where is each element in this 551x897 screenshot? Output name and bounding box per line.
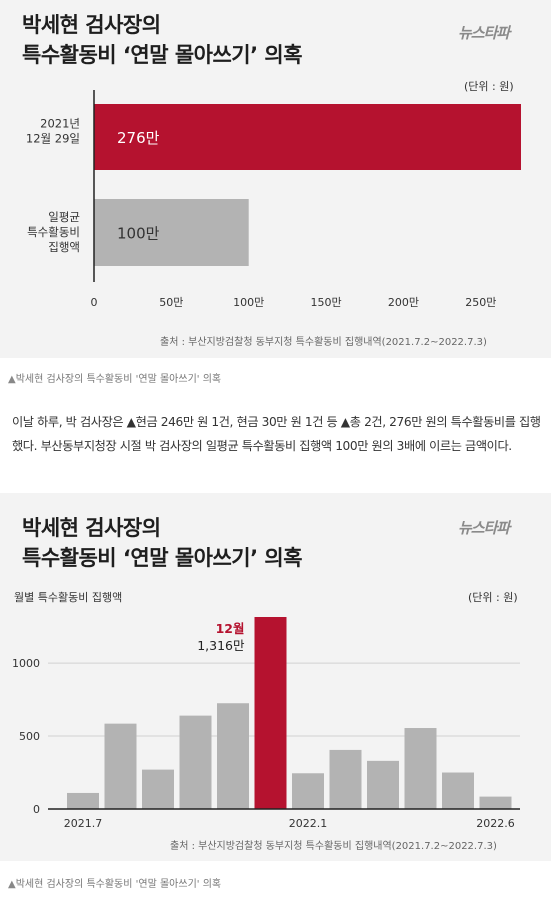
y-tick-label: 500	[19, 730, 40, 743]
chart2-caption: ▲박세현 검사장의 특수활동비 '연말 몰아쓰기' 의혹	[8, 875, 221, 890]
chart-panel-monthly: 박세현 검사장의 특수활동비 ‘연말 몰아쓰기’ 의혹 뉴스타파 월별 특수활동…	[0, 493, 551, 861]
bar-data-label: 276만	[117, 129, 160, 147]
x-tick-label: 2022.1	[289, 817, 328, 830]
chart2-source: 출처 : 부산지방검찰청 동부지청 특수활동비 집행내역(2021.7.2~20…	[170, 841, 497, 852]
x-tick-label: 2022.6	[476, 817, 515, 830]
bar	[479, 796, 512, 809]
x-tick-label: 200만	[388, 296, 419, 309]
chart1-title-line2: 특수활동비 ‘연말 몰아쓰기’ 의혹	[22, 43, 303, 67]
chart1-caption: ▲박세현 검사장의 특수활동비 '연말 몰아쓰기' 의혹	[8, 370, 221, 385]
x-tick-label: 50만	[159, 296, 183, 309]
chart2-title-line1: 박세현 검사장의	[22, 516, 161, 540]
bar	[217, 703, 249, 809]
bar	[292, 773, 324, 809]
chart1-caption-text: 박세현 검사장의 특수활동비 '연말 몰아쓰기' 의혹	[15, 374, 222, 385]
bar	[404, 728, 437, 809]
chart2-title: 박세현 검사장의 특수활동비 ‘연말 몰아쓰기’ 의혹	[22, 513, 303, 573]
bar	[367, 760, 399, 809]
highlight-value-label: 1,316만	[197, 638, 245, 653]
x-tick-label: 100만	[233, 296, 264, 309]
bar-highlight	[254, 617, 287, 809]
category-label: 2021년	[40, 117, 80, 131]
bar	[94, 199, 249, 266]
newstapa-logo: 뉴스타파	[458, 24, 510, 42]
chart2-title-line2: 특수활동비 ‘연말 몰아쓰기’ 의혹	[22, 546, 303, 570]
y-tick-label: 0	[33, 803, 40, 816]
x-tick-label: 150만	[311, 296, 342, 309]
x-tick-label: 250만	[465, 296, 496, 309]
bar	[329, 749, 362, 809]
newstapa-logo: 뉴스타파	[458, 519, 510, 537]
chart1-source: 출처 : 부산지방검찰청 동부지청 특수활동비 집행내역(2021.7.2~20…	[160, 337, 487, 348]
bar-data-label: 100만	[117, 225, 160, 243]
chart2-svg: 0 500 1000 12월 1,316만 2021.7 2022.1 2022.6	[12, 617, 520, 830]
bar	[104, 723, 137, 809]
category-label: 일평균	[48, 210, 80, 224]
category-label: 집행액	[48, 240, 80, 254]
chart1-title-line1: 박세현 검사장의	[22, 13, 161, 37]
bar	[67, 792, 99, 809]
triangle-icon: ▲	[8, 374, 16, 385]
category-label: 12월 29일	[26, 132, 80, 146]
triangle-icon: ▲	[8, 879, 16, 890]
chart2-unit: (단위 : 원)	[468, 591, 518, 604]
bar	[179, 715, 212, 809]
y-tick-label: 1000	[12, 657, 40, 670]
chart1-title: 박세현 검사장의 특수활동비 ‘연말 몰아쓰기’ 의혹	[22, 10, 303, 70]
bar	[442, 772, 474, 809]
bar	[94, 104, 521, 170]
chart2-caption-text: 박세현 검사장의 특수활동비 '연말 몰아쓰기' 의혹	[15, 879, 222, 890]
highlight-month-label: 12월	[216, 621, 245, 636]
chart-panel-daily: 박세현 검사장의 특수활동비 ‘연말 몰아쓰기’ 의혹 뉴스타파 (단위 : 원…	[0, 0, 551, 358]
article-paragraph: 이날 하루, 박 검사장은 ▲현금 246만 원 1건, 현금 30만 원 1건…	[12, 415, 541, 453]
bar	[142, 769, 174, 809]
chart1-unit: (단위 : 원)	[464, 80, 514, 93]
x-tick-label: 0	[91, 296, 98, 309]
x-tick-label: 2021.7	[64, 817, 103, 830]
chart2-subtitle: 월별 특수활동비 집행액	[14, 591, 123, 604]
category-label: 특수활동비	[27, 225, 80, 239]
